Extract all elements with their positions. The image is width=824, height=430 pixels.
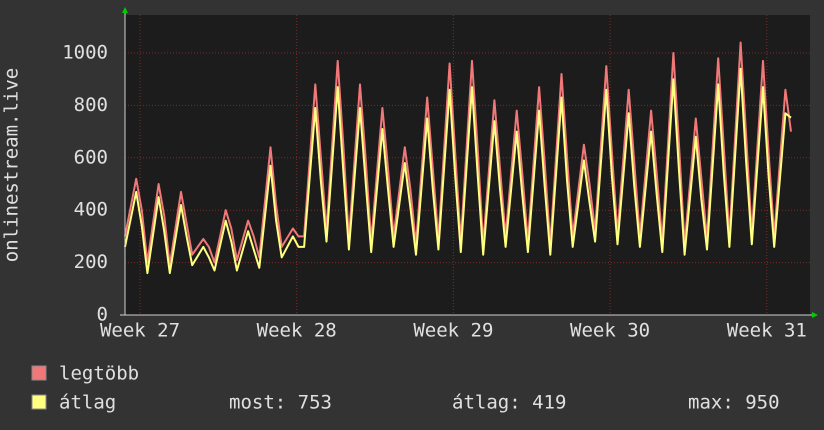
y-tick-label: 1000 — [62, 41, 108, 63]
y-tick-label: 200 — [74, 251, 108, 273]
y-tick-label: 800 — [74, 94, 108, 116]
stat-average: átlag: 419 — [452, 392, 566, 414]
x-tick-label: Week 29 — [413, 320, 493, 342]
series-line — [124, 41, 792, 267]
series-line — [124, 67, 792, 275]
x-tick-label: Week 27 — [100, 320, 180, 342]
y-arrow — [122, 7, 128, 13]
y-axis-label: onlinestream.live — [1, 68, 23, 262]
stat-max: max: 950 — [688, 392, 780, 414]
x-arrow — [812, 312, 818, 318]
stat-current: most: 753 — [229, 392, 332, 414]
legend-swatch — [31, 394, 47, 410]
y-tick-label: 400 — [74, 199, 108, 221]
y-tick-label: 600 — [74, 146, 108, 168]
legend-label: átlag — [59, 392, 116, 414]
y-tick-label: 0 — [97, 304, 108, 326]
x-tick-label: Week 28 — [257, 320, 337, 342]
legend-swatch — [31, 365, 47, 381]
x-tick-label: Week 30 — [570, 320, 650, 342]
legend-label: legtöbb — [59, 363, 139, 385]
lines — [124, 41, 792, 275]
x-tick-label: Week 31 — [727, 320, 807, 342]
